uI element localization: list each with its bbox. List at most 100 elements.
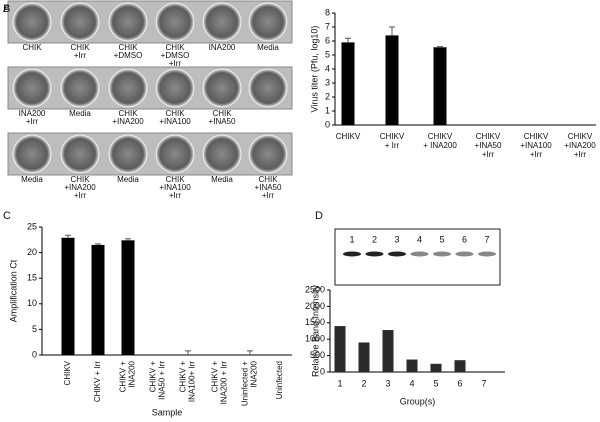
well xyxy=(202,2,242,42)
bar xyxy=(454,360,466,372)
y-tick-label: 0 xyxy=(320,366,325,376)
blot-band xyxy=(410,251,429,257)
plate xyxy=(7,0,293,44)
well-label: +DMSO xyxy=(114,51,143,60)
well xyxy=(108,2,148,42)
well-label: Media xyxy=(69,109,91,118)
y-tick-label: 8 xyxy=(325,7,330,17)
x-tick-label: INA50 + Irr xyxy=(158,361,167,400)
x-tick-label: +Irr xyxy=(574,150,587,159)
y-tick-label: 0 xyxy=(325,119,330,129)
x-tick-label: INA200 + Irr xyxy=(220,361,229,405)
error-bar xyxy=(345,37,351,43)
lane-number: 1 xyxy=(349,234,354,244)
blot-band xyxy=(478,251,496,257)
panel-label: C xyxy=(3,210,11,222)
well xyxy=(155,134,195,174)
well xyxy=(108,68,148,108)
x-tick-label: CHIKV xyxy=(476,132,501,141)
bar xyxy=(358,342,370,372)
x-tick-label: +Irr xyxy=(482,150,495,159)
well xyxy=(12,134,52,174)
well-label: +DMSO xyxy=(161,51,190,60)
well-label: +Irr xyxy=(262,191,275,200)
y-tick-label: 1000 xyxy=(305,334,325,344)
x-tick-label: 5 xyxy=(433,378,438,388)
x-tick-label: INA200 xyxy=(128,360,137,387)
blot-inset xyxy=(334,228,501,286)
x-tick-label: CHIKV xyxy=(428,132,453,141)
well xyxy=(12,2,52,42)
blot-band xyxy=(388,251,406,257)
y-axis-title: Virus titer (Pfu, log10) xyxy=(309,26,319,113)
bar xyxy=(334,326,346,372)
x-tick-label: 4 xyxy=(409,378,414,388)
x-tick-label: 6 xyxy=(457,378,462,388)
well-label: INA200 xyxy=(19,109,46,118)
error-bar xyxy=(247,350,253,355)
x-tick-label: +INA100 xyxy=(520,141,552,150)
x-tick-label: + INA200 xyxy=(423,141,457,150)
x-tick-label: + Irr xyxy=(385,141,400,150)
x-tick-label: 2 xyxy=(361,378,366,388)
x-axis-title: Group(s) xyxy=(400,396,436,406)
well xyxy=(12,68,52,108)
well-label: Media xyxy=(257,43,279,52)
lane-number: 2 xyxy=(372,234,377,244)
x-tick-label: CHIKV + xyxy=(179,361,188,393)
y-tick-label: 20 xyxy=(27,247,37,257)
y-tick-label: 500 xyxy=(310,350,325,360)
y-tick-label: 4 xyxy=(325,63,330,73)
x-tick-label: CHIKV xyxy=(63,360,72,385)
x-axis-title: Sample xyxy=(152,407,183,417)
x-tick-label: INA200 xyxy=(250,360,259,387)
well-label: +INA200 xyxy=(64,183,96,192)
lane-number: 7 xyxy=(484,234,489,244)
well-label: +INA50 xyxy=(255,183,282,192)
well xyxy=(202,134,242,174)
y-tick-label: 15 xyxy=(27,273,37,283)
well xyxy=(60,134,100,174)
panel-label: A xyxy=(3,3,11,15)
y-tick-label: 5 xyxy=(325,49,330,59)
y-tick-label: 7 xyxy=(325,21,330,31)
bar xyxy=(91,244,105,355)
x-tick-label: CHIKV + xyxy=(119,361,128,393)
x-tick-label: +Irr xyxy=(530,150,543,159)
plate xyxy=(7,132,293,176)
well-label: +INA200 xyxy=(112,117,144,126)
error-bar xyxy=(389,26,395,36)
well-label: CHIK xyxy=(70,43,90,52)
y-tick-label: 2 xyxy=(325,91,330,101)
y-tick-label: 25 xyxy=(27,221,37,231)
panel-label: B xyxy=(3,3,10,15)
well-label: +Irr xyxy=(74,191,87,200)
x-tick-label: +INA50 xyxy=(475,141,502,150)
well-label: +Irr xyxy=(26,117,39,126)
well-label: Media xyxy=(21,175,43,184)
x-tick-label: CHIKV xyxy=(524,132,549,141)
x-tick-label: 7 xyxy=(481,378,486,388)
well-label: +Irr xyxy=(169,191,182,200)
bar xyxy=(385,35,399,125)
well-label: CHIK xyxy=(165,175,185,184)
well xyxy=(60,68,100,108)
blot-band xyxy=(433,251,451,257)
lane-number: 5 xyxy=(439,234,444,244)
y-tick-label: 1500 xyxy=(305,317,325,327)
x-tick-label: 3 xyxy=(385,378,390,388)
x-tick-label: CHIKV xyxy=(568,132,593,141)
blot-band xyxy=(455,251,474,257)
panel-label: D xyxy=(315,210,323,222)
well xyxy=(202,68,242,108)
bar xyxy=(341,42,355,125)
plate xyxy=(7,66,293,110)
well xyxy=(108,134,148,174)
well-label: +Irr xyxy=(74,51,87,60)
well-label: +Irr xyxy=(169,59,182,68)
y-axis-title: Relative Band Intensity xyxy=(310,284,320,377)
well xyxy=(248,68,288,108)
x-tick-label: CHIKV + xyxy=(149,361,158,393)
well-label: CHIK xyxy=(258,175,278,184)
bar xyxy=(433,47,447,125)
